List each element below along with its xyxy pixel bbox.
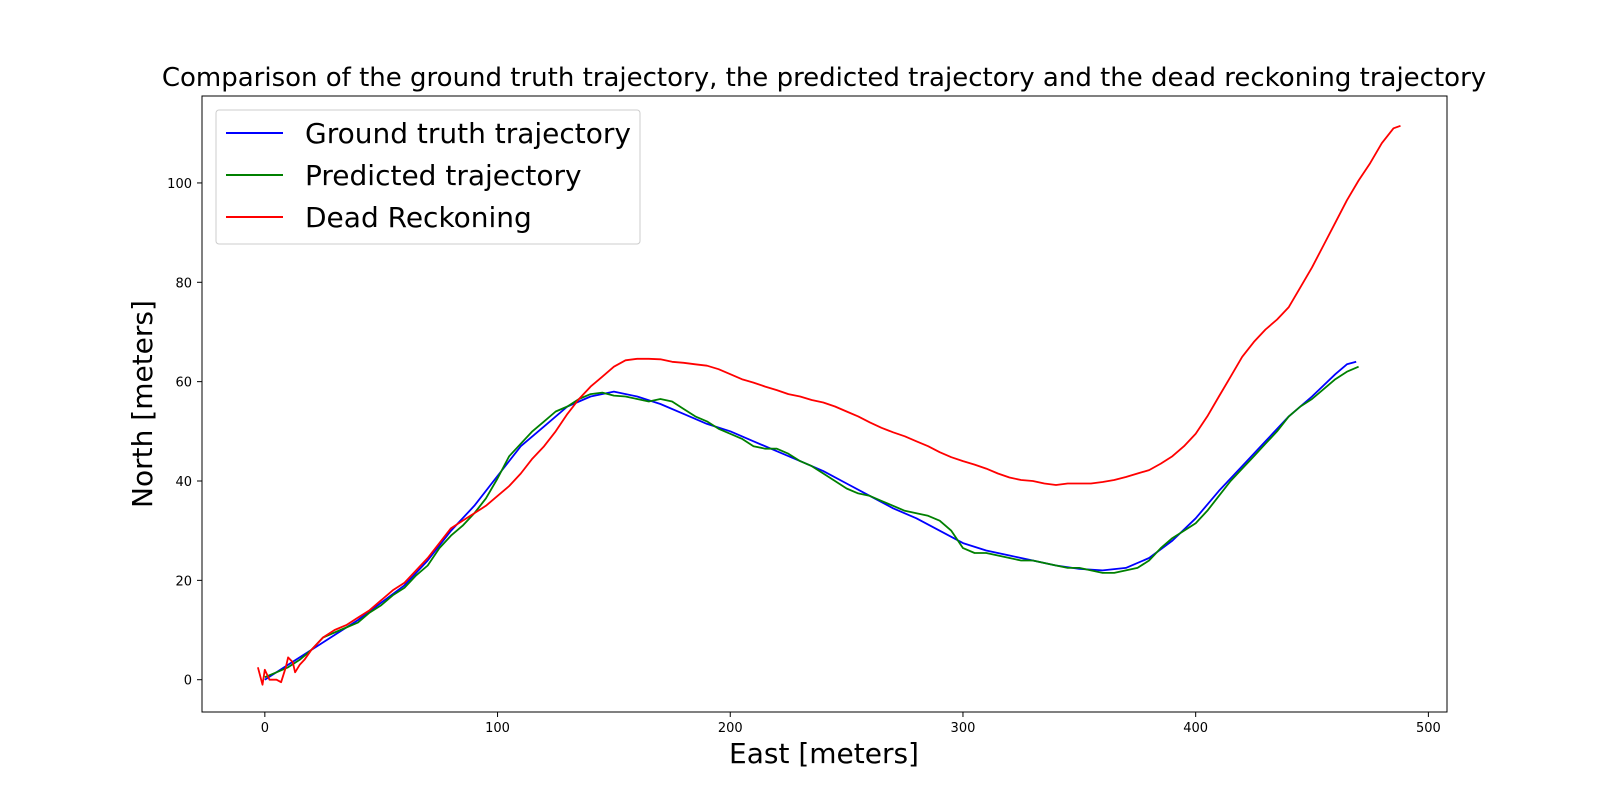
x-tick-label: 400 xyxy=(1183,721,1208,736)
legend-label: Ground truth trajectory xyxy=(305,117,631,150)
series-line-dead-reckoning xyxy=(257,124,1401,686)
y-axis-label: North [meters] xyxy=(126,300,159,508)
plot-area-frame xyxy=(201,95,1448,713)
legend-frame xyxy=(215,109,641,245)
y-tick-label: 0 xyxy=(184,674,192,689)
x-tick-label: 0 xyxy=(261,721,269,736)
x-tick-label: 500 xyxy=(1416,721,1441,736)
x-tick-label: 300 xyxy=(951,721,976,736)
x-tick-label: 100 xyxy=(485,721,510,736)
legend-label: Predicted trajectory xyxy=(305,159,582,192)
x-axis-ticks: 0 100 200 300 400 500 xyxy=(261,712,1441,736)
y-tick-label: 60 xyxy=(175,376,192,391)
legend-label: Dead Reckoning xyxy=(305,201,532,234)
y-tick-label: 40 xyxy=(175,475,192,490)
y-tick-label: 100 xyxy=(167,177,192,192)
series-line-ground-truth-trajectory xyxy=(264,360,1357,681)
y-axis-ticks: 0 20 40 60 80 100 xyxy=(167,177,202,689)
series-line-predicted-trajectory xyxy=(264,365,1359,679)
y-tick-label: 20 xyxy=(175,574,192,589)
x-axis-label: East [meters] xyxy=(729,737,919,770)
y-tick-label: 80 xyxy=(175,276,192,291)
chart-title: Comparison of the ground truth trajector… xyxy=(162,63,1486,93)
x-tick-label: 200 xyxy=(718,721,743,736)
legend: Ground truth trajectory Predicted traject… xyxy=(215,109,641,245)
series-layer xyxy=(257,124,1401,686)
